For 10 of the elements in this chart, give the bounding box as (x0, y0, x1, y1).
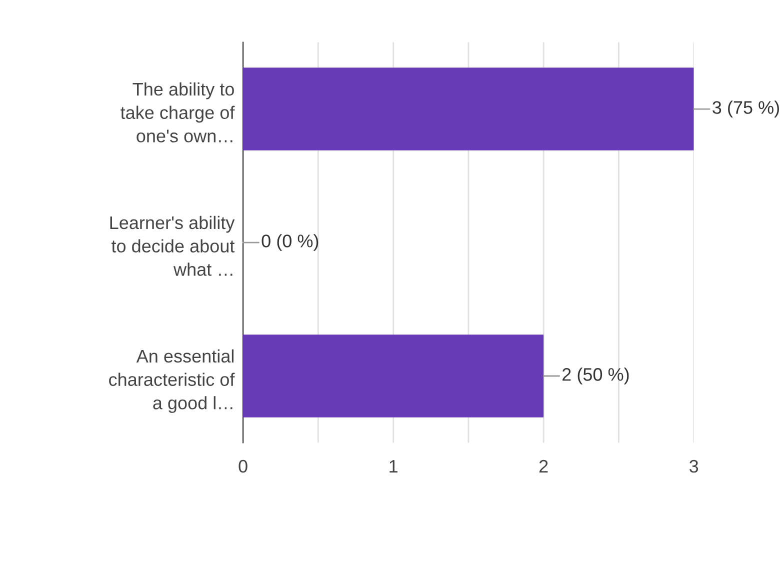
x-tick-label: 3 (690, 460, 698, 473)
x-tick-label: 2 (539, 460, 548, 472)
data-label: 0 (0 %) (262, 234, 318, 251)
y-tick-label: Learner's ability to decide about what … (110, 216, 235, 276)
y-tick-label: An essential characteristic of a good l… (109, 349, 235, 413)
data-label: 3 (75 %) (712, 100, 779, 118)
y-tick-label: The ability to take charge of one's own… (120, 82, 235, 142)
data-label: 2 (50 %) (562, 368, 629, 384)
x-tick-label: 1 (390, 460, 398, 472)
x-tick-label: 0 (238, 460, 248, 473)
